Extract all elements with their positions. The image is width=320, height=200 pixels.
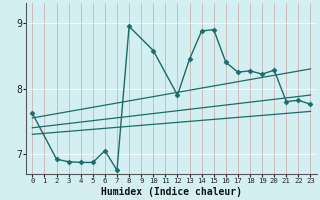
X-axis label: Humidex (Indice chaleur): Humidex (Indice chaleur) <box>101 186 242 197</box>
